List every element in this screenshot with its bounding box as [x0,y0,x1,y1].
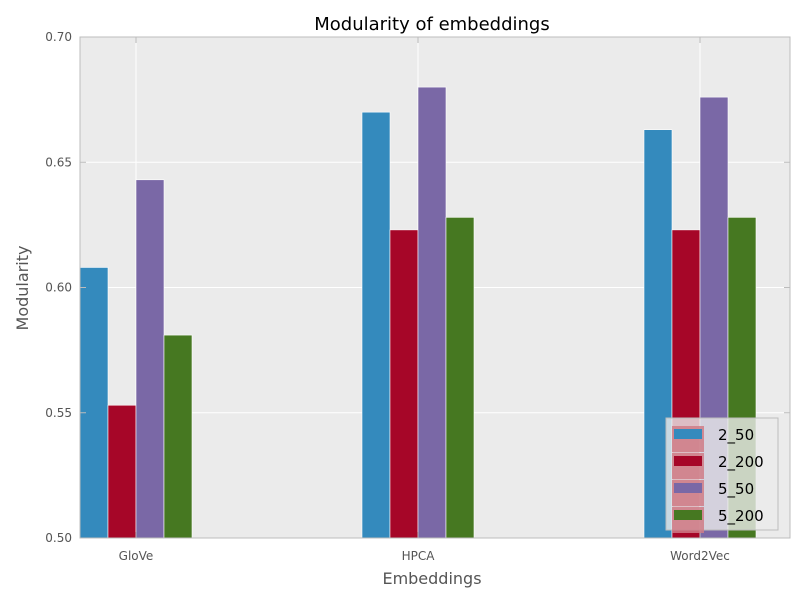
legend: 2_50 2_200 5_50 5_200 [665,417,779,533]
y-tick-label: 0.70 [45,30,72,44]
x-tick-label: Word2Vec [670,549,730,563]
legend-swatch-2_200 [674,456,702,466]
legend-label-2_50: 2_50 [718,426,754,445]
legend-label-5_200: 5_200 [718,507,764,526]
legend-swatch-5_50 [674,483,702,493]
y-tick-label: 0.60 [45,281,72,295]
y-tick-label: 0.55 [45,406,72,420]
x-axis-title: Embeddings [382,569,481,588]
bar-2_200-GloVe [107,404,137,539]
legend-label-5_50: 5_50 [718,480,754,499]
legend-swatch-5_200 [674,510,702,520]
bar-5_200-GloVe [163,334,193,539]
x-tick-label: HPCA [402,549,436,563]
y-tick-label: 0.65 [45,155,72,169]
chart-title: Modularity of embeddings [314,14,550,35]
bar-2_200-HPCA [389,229,419,539]
legend-swatch-2_50 [674,429,702,439]
bar-2_50-HPCA [361,111,391,539]
bar-5_200-HPCA [445,217,475,539]
y-axis-title: Modularity [13,246,32,331]
x-tick-label: GloVe [119,549,154,563]
ticks: 0.50 0.55 0.60 0.65 0.70 GloVe HPCA Word2Vec [45,30,790,563]
legend-label-2_200: 2_200 [718,453,764,472]
bar-2_50-GloVe [79,267,109,539]
y-tick-label: 0.50 [45,531,72,545]
bar-5_50-GloVe [135,179,165,539]
bars [79,86,757,539]
bar-5_50-HPCA [417,86,447,539]
